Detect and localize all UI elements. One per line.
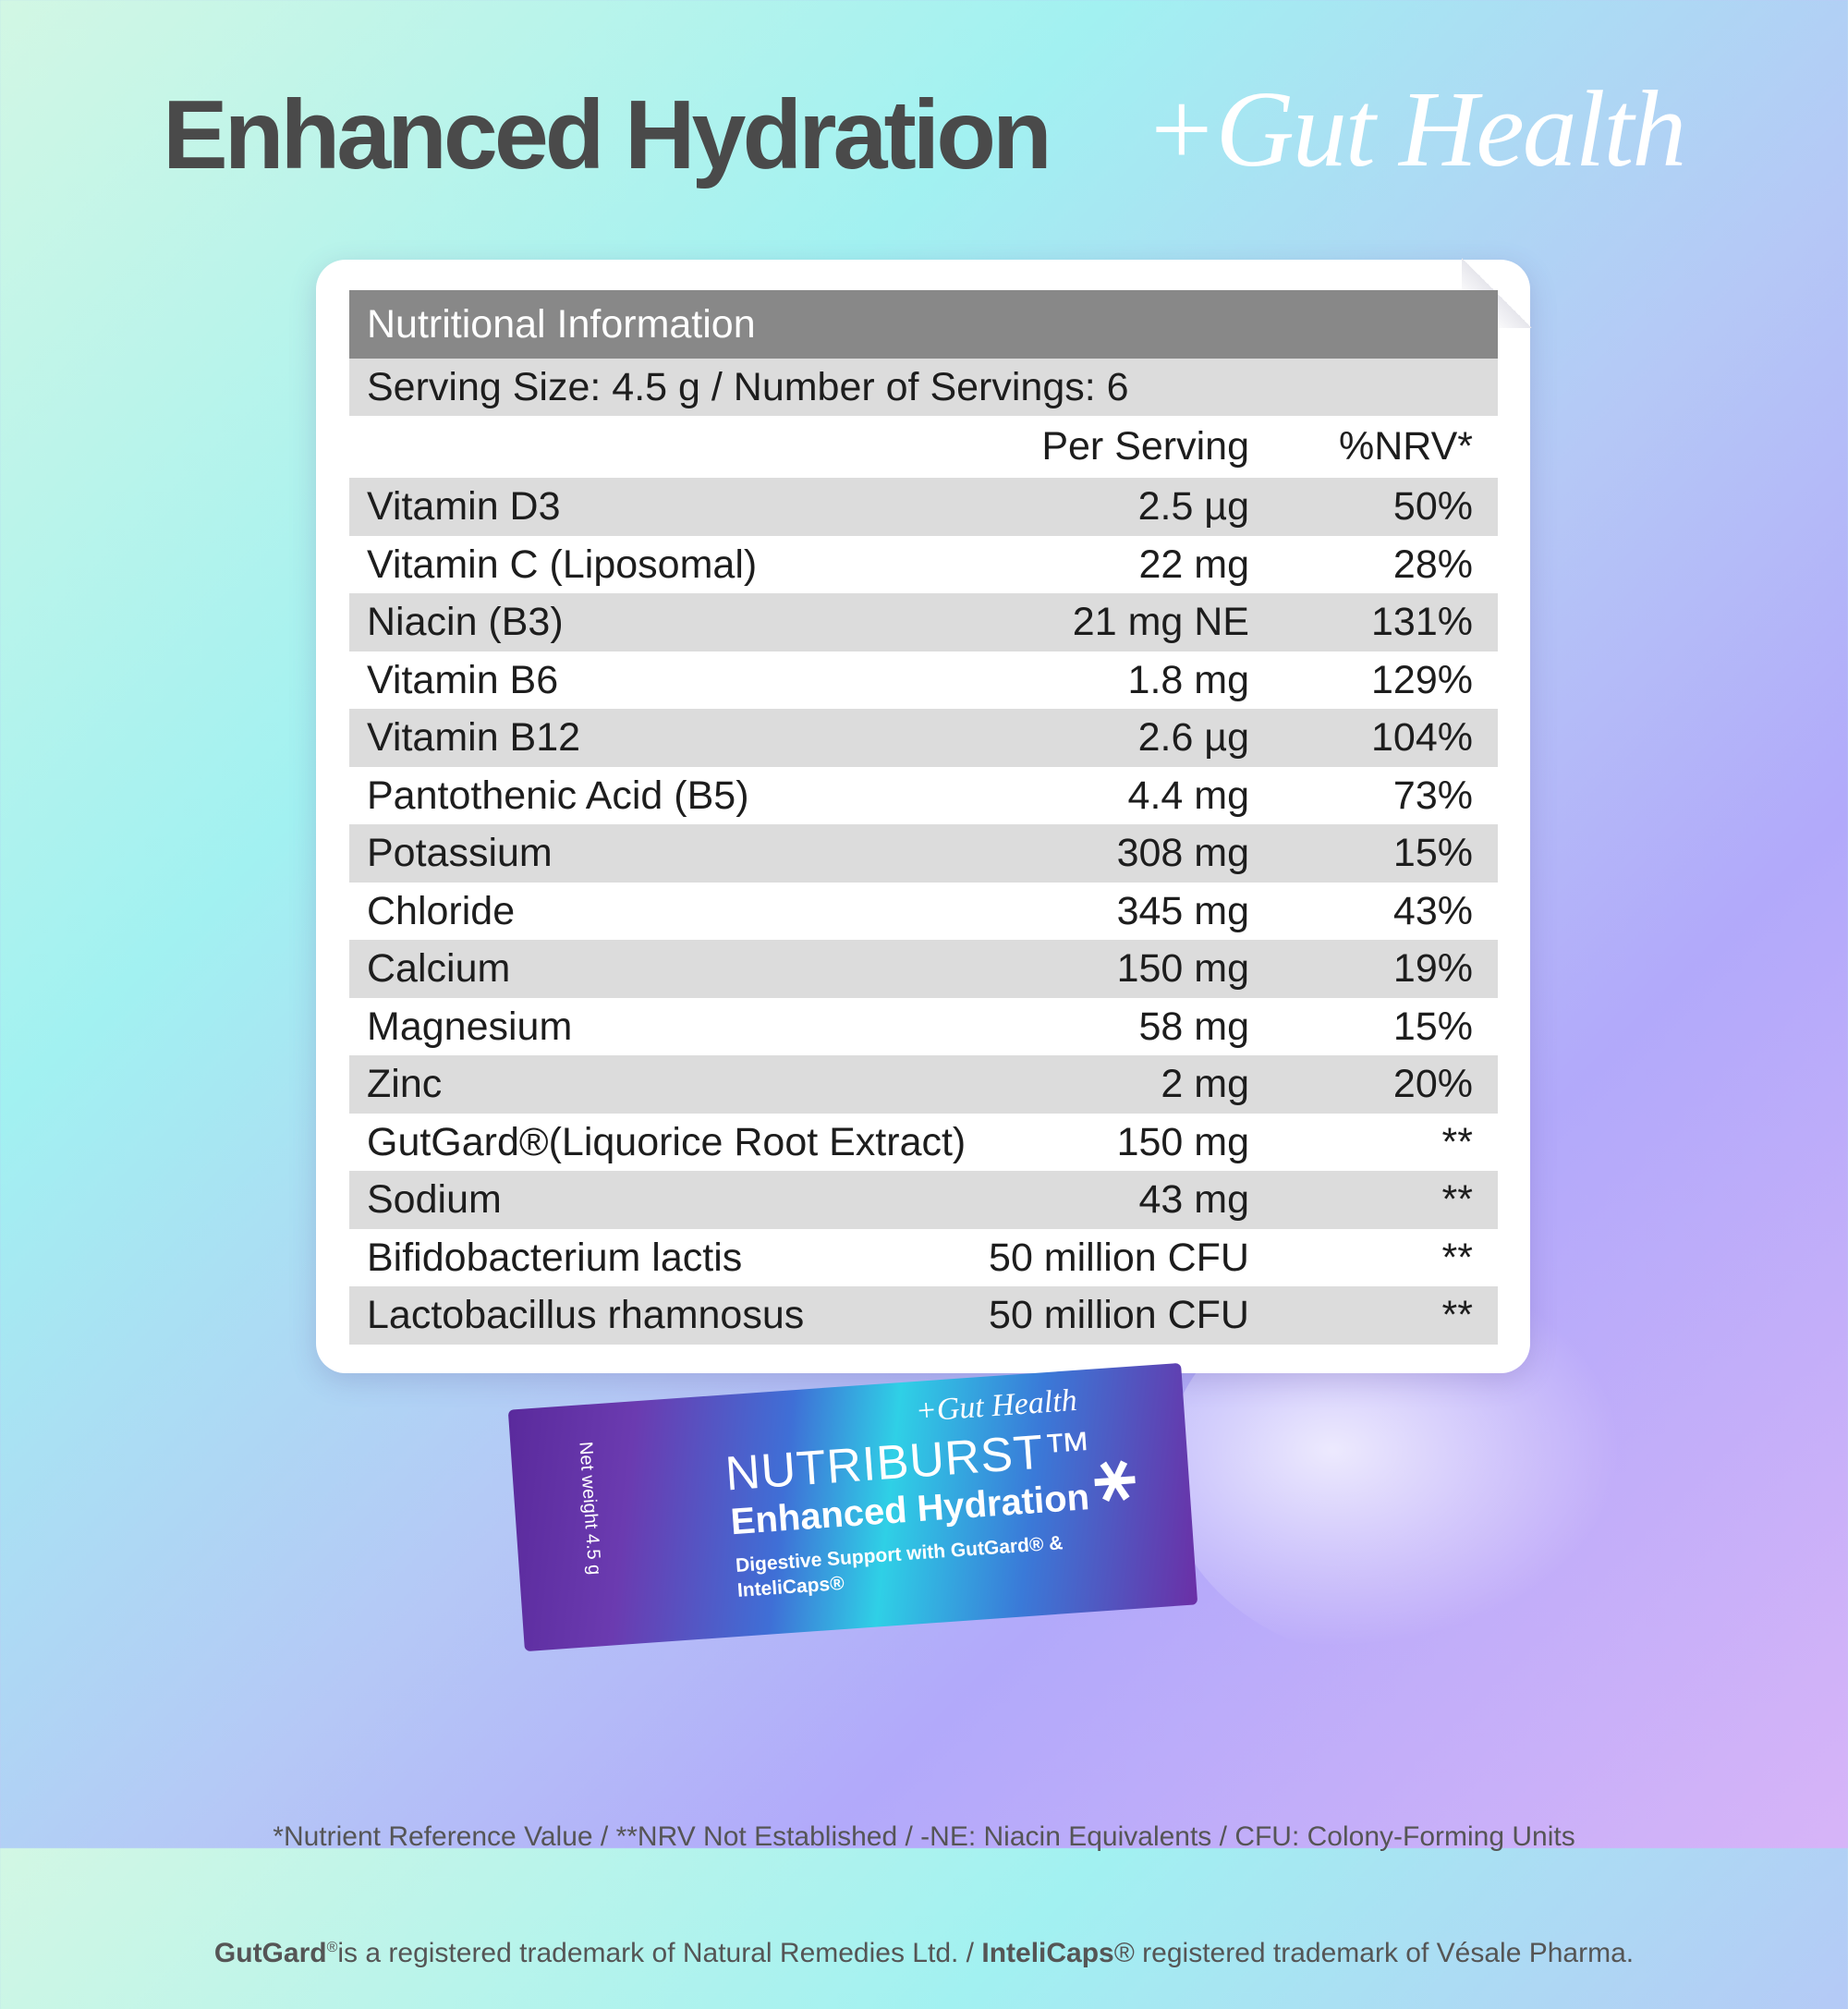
- table-row: Pantothenic Acid (B5) 4.4 mg 73%: [349, 767, 1498, 825]
- page: Enhanced Hydration +Gut Health Nutrition…: [0, 0, 1848, 1968]
- footnote: *Nutrient Reference Value / **NRV Not Es…: [273, 1821, 1575, 1852]
- serving-info: Serving Size: 4.5 g / Number of Servings…: [367, 365, 1129, 409]
- table-row: Zinc 2 mg 20%: [349, 1055, 1498, 1114]
- nutrient-name: Magnesium: [367, 1004, 573, 1049]
- nrv-percent: 131%: [1371, 600, 1473, 644]
- nutrient-name: Bifidobacterium lactis: [367, 1235, 743, 1280]
- nutrition-table: Nutritional Information Serving Size: 4.…: [349, 290, 1498, 1345]
- sachet-tagline: +Gut Health: [914, 1382, 1078, 1429]
- nrv-percent: 104%: [1371, 715, 1473, 760]
- nrv-percent: 19%: [1392, 946, 1473, 991]
- nutrient-name: Chloride: [367, 888, 516, 933]
- table-row: Vitamin D3 2.5 µg 50%: [349, 478, 1498, 536]
- table-row: GutGard®(Liquorice Root Extract) 150 mg **: [349, 1114, 1498, 1172]
- per-serving: 2.5 µg: [1137, 484, 1249, 529]
- per-serving: 22 mg: [1138, 542, 1249, 587]
- table-title-row: Nutritional Information: [349, 290, 1498, 359]
- per-serving: 4.4 mg: [1127, 773, 1249, 818]
- per-serving: 150 mg: [1116, 946, 1249, 991]
- per-serving: 21 mg NE: [1072, 600, 1249, 644]
- per-serving: 345 mg: [1116, 888, 1249, 933]
- sachet-description: Digestive Support with GutGard® & Inteli…: [735, 1532, 1064, 1601]
- product-sachet: Net weight 4.5 g +Gut Health NUTRIBURST™…: [507, 1362, 1198, 1652]
- serving-row: Serving Size: 4.5 g / Number of Servings…: [349, 359, 1498, 416]
- nrv-percent: **: [1441, 1293, 1473, 1337]
- nutrient-name: Vitamin B12: [367, 715, 581, 760]
- nrv-percent: 129%: [1371, 657, 1473, 702]
- nutrient-name: GutGard®(Liquorice Root Extract): [367, 1119, 967, 1164]
- table-row: Sodium 43 mg **: [349, 1171, 1498, 1229]
- table-row: Vitamin B12 2.6 µg 104%: [349, 709, 1498, 767]
- column-header: Per Serving: [1041, 424, 1249, 469]
- nutrient-name: Potassium: [367, 831, 553, 875]
- nutrient-name: Zinc: [367, 1062, 443, 1106]
- table-body: Vitamin D3 2.5 µg 50% Vitamin C (Liposomal)…: [349, 478, 1498, 1345]
- table-row: Vitamin C (Liposomal) 22 mg 28%: [349, 536, 1498, 594]
- table-row: Calcium 150 mg 19%: [349, 940, 1498, 998]
- nrv-percent: 50%: [1392, 484, 1473, 529]
- footnote: GutGard®is a registered trademark of Nat…: [0, 1930, 1848, 1972]
- footnote-text: is a registered trademark of Natural Rem…: [337, 1938, 982, 1968]
- nutrient-name: Sodium: [367, 1177, 502, 1222]
- per-serving: 308 mg: [1116, 831, 1249, 875]
- nrv-percent: 20%: [1392, 1062, 1473, 1106]
- nutrient-name: Pantothenic Acid (B5): [367, 773, 749, 818]
- table-row: Bifidobacterium lactis 50 million CFU **: [349, 1229, 1498, 1287]
- nrv-percent: **: [1441, 1235, 1473, 1280]
- column-header-row: Per Serving %NRV*: [349, 416, 1498, 478]
- per-serving: 2.6 µg: [1137, 715, 1249, 760]
- sachet-logo: ⁎: [1078, 1455, 1174, 1504]
- nrv-percent: 43%: [1392, 888, 1473, 933]
- nrv-percent: **: [1441, 1119, 1473, 1164]
- nrv-percent: **: [1441, 1177, 1473, 1222]
- table-row: Potassium 308 mg 15%: [349, 824, 1498, 883]
- nutrient-name: Niacin (B3): [367, 600, 564, 644]
- table-row: Magnesium 58 mg 15%: [349, 998, 1498, 1056]
- table-row: Niacin (B3) 21 mg NE 131%: [349, 593, 1498, 651]
- nrv-percent: 73%: [1392, 773, 1473, 818]
- script-title: +Gut Health: [1144, 68, 1686, 189]
- per-serving: 150 mg: [1116, 1119, 1249, 1164]
- per-serving: 43 mg: [1138, 1177, 1249, 1222]
- per-serving: 50 million CFU: [989, 1235, 1249, 1280]
- trademark: GutGard: [213, 1938, 327, 1968]
- reg-mark: ®: [1113, 1938, 1135, 1968]
- table-title: Nutritional Information: [367, 302, 756, 347]
- per-serving: 1.8 mg: [1127, 657, 1249, 702]
- footnotes: *Nutrient Reference Value / **NRV Not Es…: [0, 1745, 1848, 2009]
- nutrient-name: Calcium: [367, 946, 511, 991]
- nrv-percent: 15%: [1392, 831, 1473, 875]
- reg-mark: ®: [326, 1940, 338, 1955]
- nrv-percent: 15%: [1392, 1004, 1473, 1049]
- nutrient-name: Vitamin C (Liposomal): [367, 542, 758, 587]
- table-row: Vitamin B6 1.8 mg 129%: [349, 651, 1498, 710]
- nutrient-name: Lactobacillus rhamnosus: [367, 1293, 805, 1337]
- table-row: Chloride 345 mg 43%: [349, 883, 1498, 941]
- per-serving: 58 mg: [1138, 1004, 1249, 1049]
- table-row: Lactobacillus rhamnosus 50 million CFU **: [349, 1286, 1498, 1345]
- nutrient-name: Vitamin B6: [367, 657, 559, 702]
- column-header: %NRV*: [1339, 424, 1473, 469]
- footnote-text: registered trademark of Vésale Pharma.: [1134, 1938, 1635, 1968]
- sachet-weight: Net weight 4.5 g: [575, 1441, 605, 1576]
- nutrient-name: Vitamin D3: [367, 484, 561, 529]
- nutrition-card: Nutritional Information Serving Size: 4.…: [316, 258, 1532, 1373]
- nrv-percent: 28%: [1392, 542, 1473, 587]
- per-serving: 50 million CFU: [989, 1293, 1249, 1337]
- trademark: InteliCaps: [981, 1938, 1114, 1968]
- per-serving: 2 mg: [1161, 1062, 1249, 1106]
- title: Enhanced Hydration: [163, 80, 1052, 189]
